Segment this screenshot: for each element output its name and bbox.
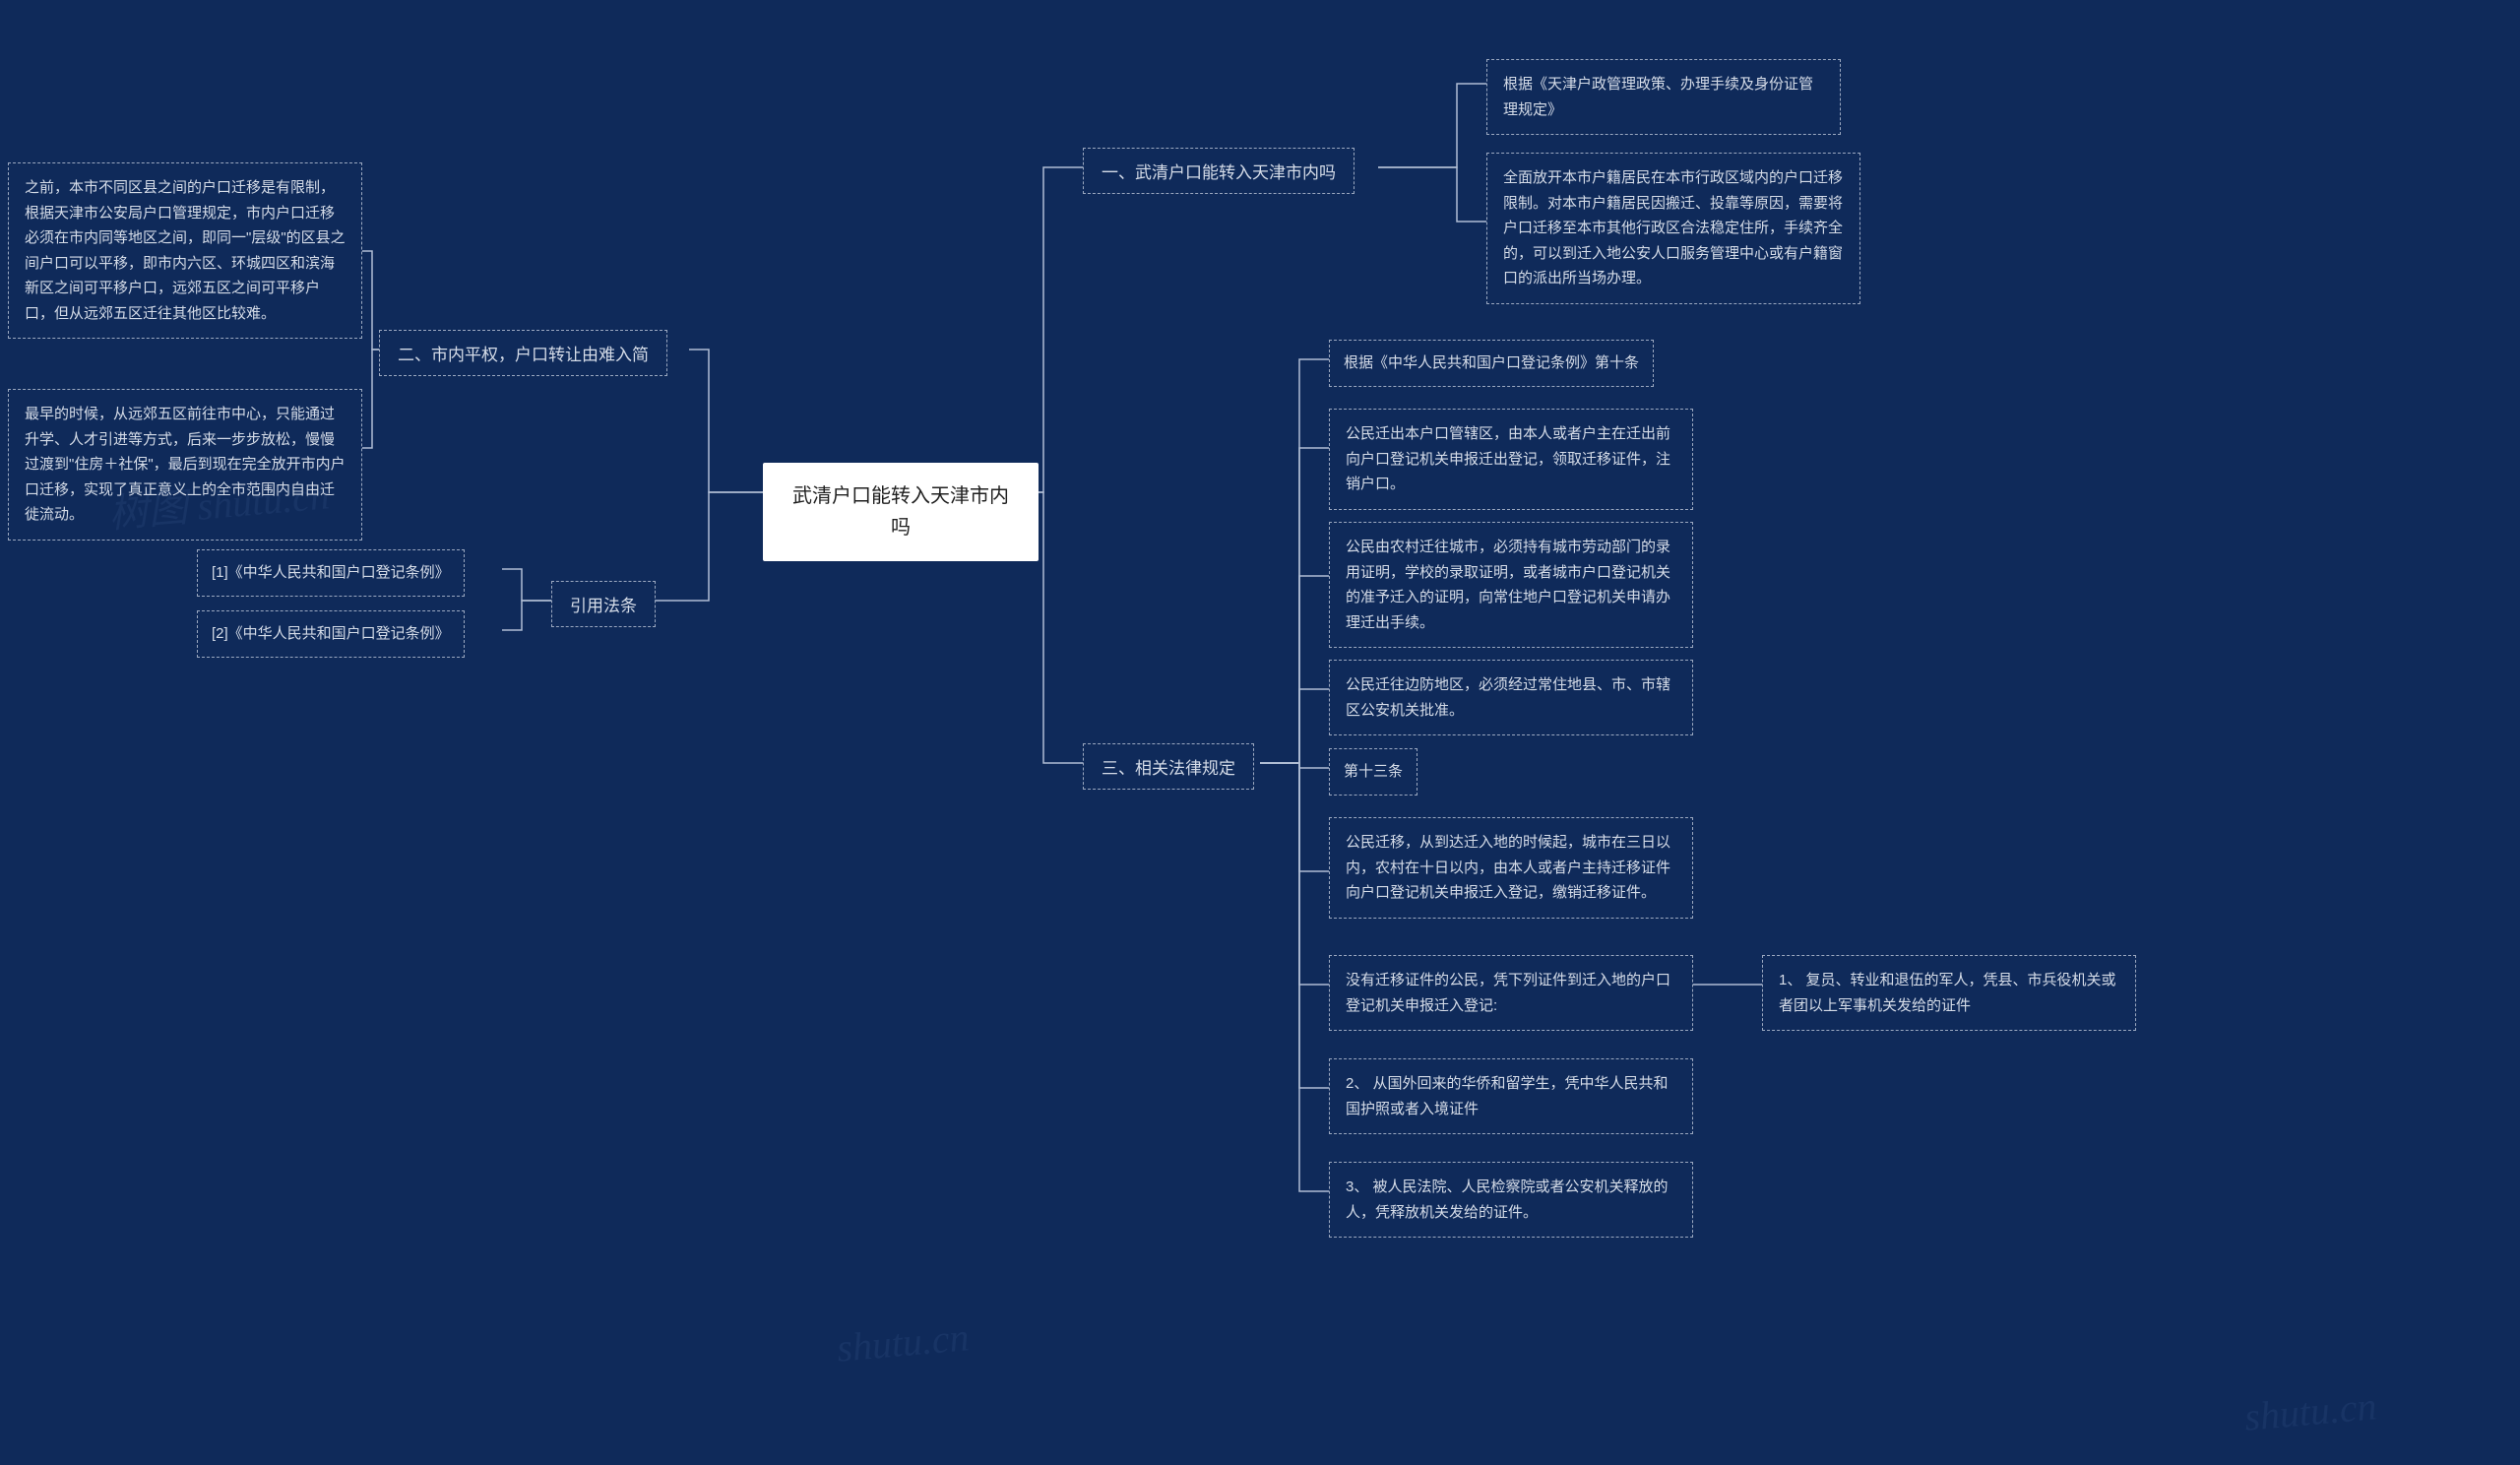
leaf-r3-7: 没有迁移证件的公民，凭下列证件到迁入地的户口登记机关申报迁入登记:: [1329, 955, 1693, 1031]
leaf-cite-1: [1]《中华人民共和国户口登记条例》: [197, 549, 465, 597]
branch-left-2: 二、市内平权，户口转让由难入简: [379, 330, 667, 376]
leaf-r3-5: 第十三条: [1329, 748, 1418, 796]
leaf-r3-2: 公民迁出本户口管辖区，由本人或者户主在迁出前向户口登记机关申报迁出登记，领取迁移…: [1329, 409, 1693, 510]
leaf-cite-2: [2]《中华人民共和国户口登记条例》: [197, 610, 465, 658]
leaf-r3-1: 根据《中华人民共和国户口登记条例》第十条: [1329, 340, 1654, 387]
leaf-l2-1: 之前，本市不同区县之间的户口迁移是有限制，根据天津市公安局户口管理规定，市内户口…: [8, 162, 362, 339]
leaf-r3-6: 公民迁移，从到达迁入地的时候起，城市在三日以内，农村在十日以内，由本人或者户主持…: [1329, 817, 1693, 919]
leaf-r3-3: 公民由农村迁往城市，必须持有城市劳动部门的录用证明，学校的录取证明，或者城市户口…: [1329, 522, 1693, 648]
leaf-r3-8: 2、 从国外回来的华侨和留学生，凭中华人民共和国护照或者入境证件: [1329, 1058, 1693, 1134]
watermark-2: shutu.cn: [835, 1313, 971, 1371]
watermark-3: shutu.cn: [2242, 1382, 2378, 1440]
leaf-r1-1: 根据《天津户政管理政策、办理手续及身份证管理规定》: [1486, 59, 1841, 135]
leaf-r1-2: 全面放开本市户籍居民在本市行政区域内的户口迁移限制。对本市户籍居民因搬迁、投靠等…: [1486, 153, 1860, 304]
center-topic: 武清户口能转入天津市内 吗: [763, 463, 1039, 561]
leaf-r3-7-1: 1、 复员、转业和退伍的军人，凭县、市兵役机关或者团以上军事机关发给的证件: [1762, 955, 2136, 1031]
branch-right-3: 三、相关法律规定: [1083, 743, 1254, 790]
branch-left-cite: 引用法条: [551, 581, 656, 627]
mindmap-connectors: [0, 0, 2520, 1465]
leaf-r3-9: 3、 被人民法院、人民检察院或者公安机关释放的人，凭释放机关发给的证件。: [1329, 1162, 1693, 1238]
leaf-l2-2: 最早的时候，从远郊五区前往市中心，只能通过升学、人才引进等方式，后来一步步放松，…: [8, 389, 362, 541]
leaf-r3-4: 公民迁往边防地区，必须经过常住地县、市、市辖区公安机关批准。: [1329, 660, 1693, 735]
branch-right-1: 一、武清户口能转入天津市内吗: [1083, 148, 1354, 194]
